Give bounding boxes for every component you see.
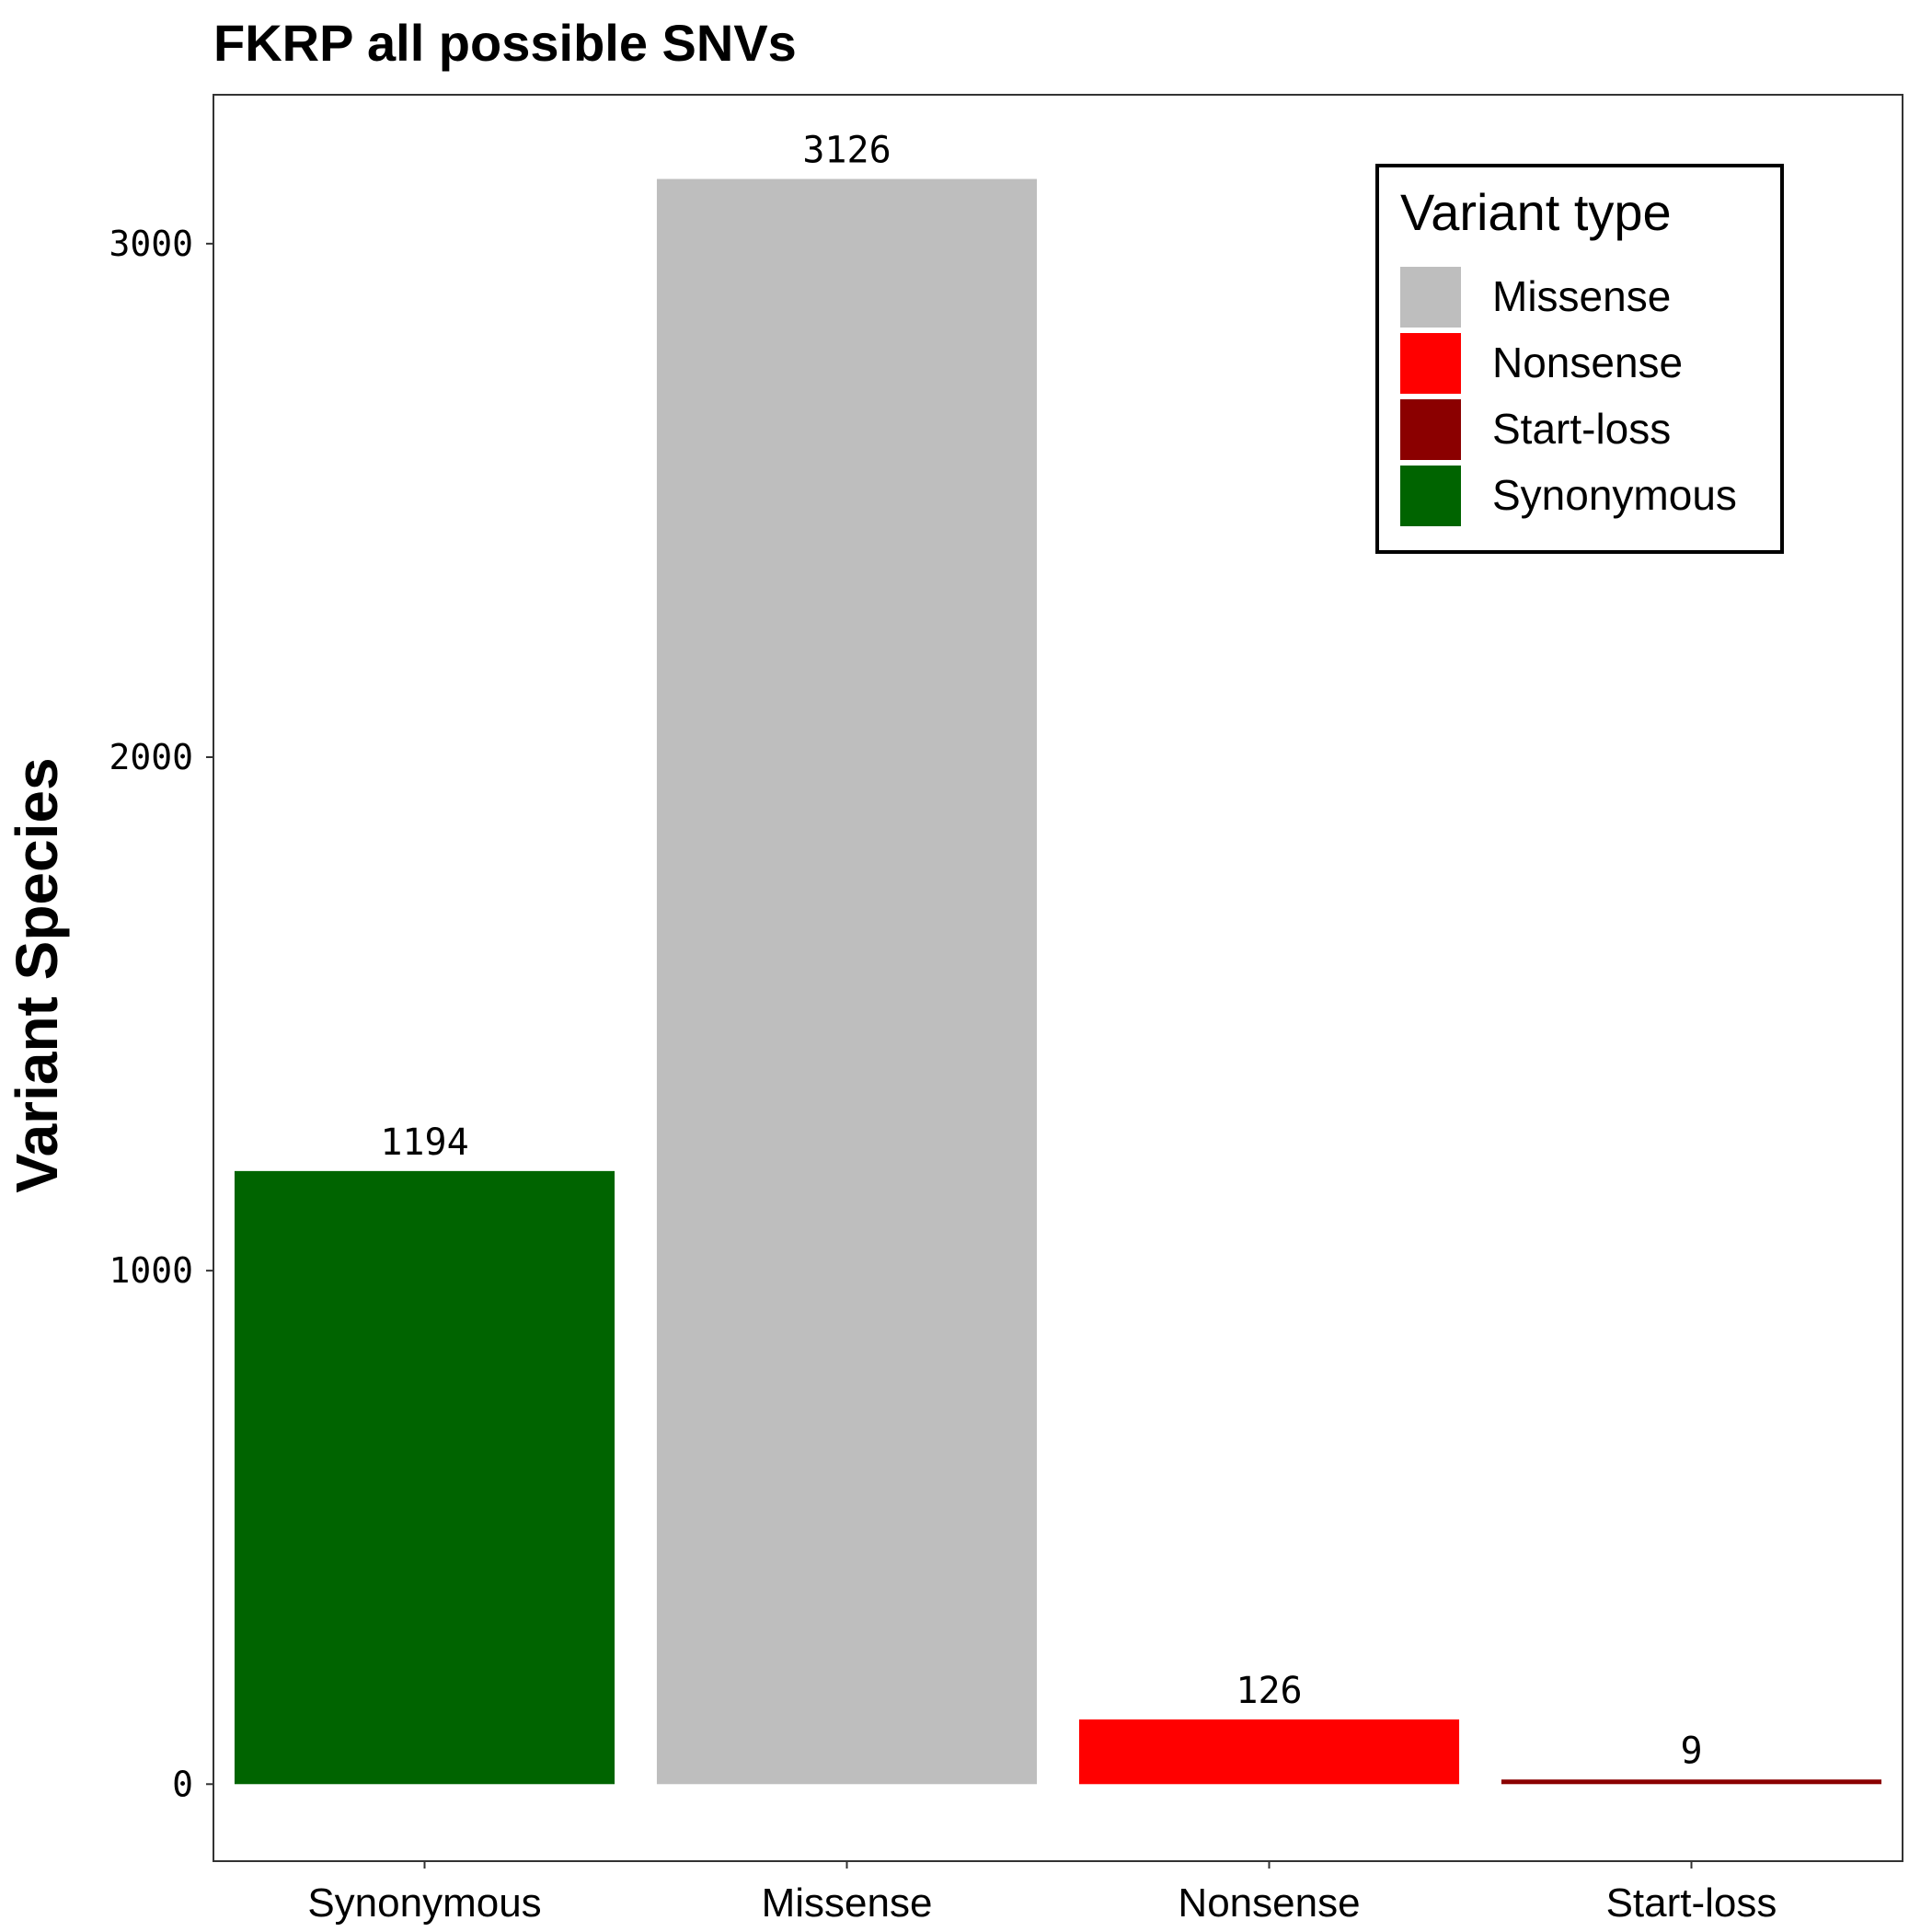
bars — [234, 178, 1882, 1785]
bar-value-label: 126 — [1236, 1670, 1302, 1712]
y-tick-label: 3000 — [109, 224, 193, 264]
y-tick-label: 0 — [172, 1764, 193, 1804]
x-tick-label: Missense — [762, 1880, 933, 1926]
legend: Variant type Missense Nonsense Start-loss S… — [1375, 164, 1784, 554]
legend-item-label: Nonsense — [1492, 339, 1683, 386]
bar-value-label: 3126 — [802, 130, 891, 172]
legend-item-label: Missense — [1492, 272, 1671, 320]
x-axis-ticks: Synonymous Missense Nonsense Start-loss — [307, 1861, 1777, 1926]
legend-item-label: Start-loss — [1492, 405, 1671, 453]
bar-nonsense — [1078, 1719, 1460, 1785]
bar-value-label: 1194 — [380, 1121, 468, 1164]
x-tick-label: Synonymous — [307, 1880, 541, 1926]
y-tick-label: 1000 — [109, 1250, 193, 1291]
legend-swatch — [1400, 333, 1461, 394]
legend-item-label: Synonymous — [1492, 471, 1737, 519]
y-axis-ticks: 0 1000 2000 3000 — [109, 224, 213, 1804]
bar-value-labels: 1194 3126 126 9 — [380, 130, 1702, 1773]
plot-panel — [213, 94, 1903, 1862]
legend-swatch — [1400, 399, 1461, 460]
y-tick-label: 2000 — [109, 737, 193, 777]
legend-swatch — [1400, 466, 1461, 526]
x-tick-label: Nonsense — [1178, 1880, 1360, 1926]
y-axis-label: Variant Species — [4, 757, 70, 1192]
bar-value-label: 9 — [1680, 1730, 1702, 1772]
chart-title: FKRP all possible SNVs — [213, 14, 797, 72]
legend-items: Missense Nonsense Start-loss Synonymous — [1400, 267, 1737, 526]
legend-title: Variant type — [1400, 183, 1672, 241]
bar-start-loss — [1501, 1779, 1882, 1785]
bar-missense — [656, 178, 1038, 1785]
x-tick-label: Start-loss — [1606, 1880, 1777, 1926]
legend-swatch — [1400, 267, 1461, 328]
bar-synonymous — [234, 1170, 615, 1785]
